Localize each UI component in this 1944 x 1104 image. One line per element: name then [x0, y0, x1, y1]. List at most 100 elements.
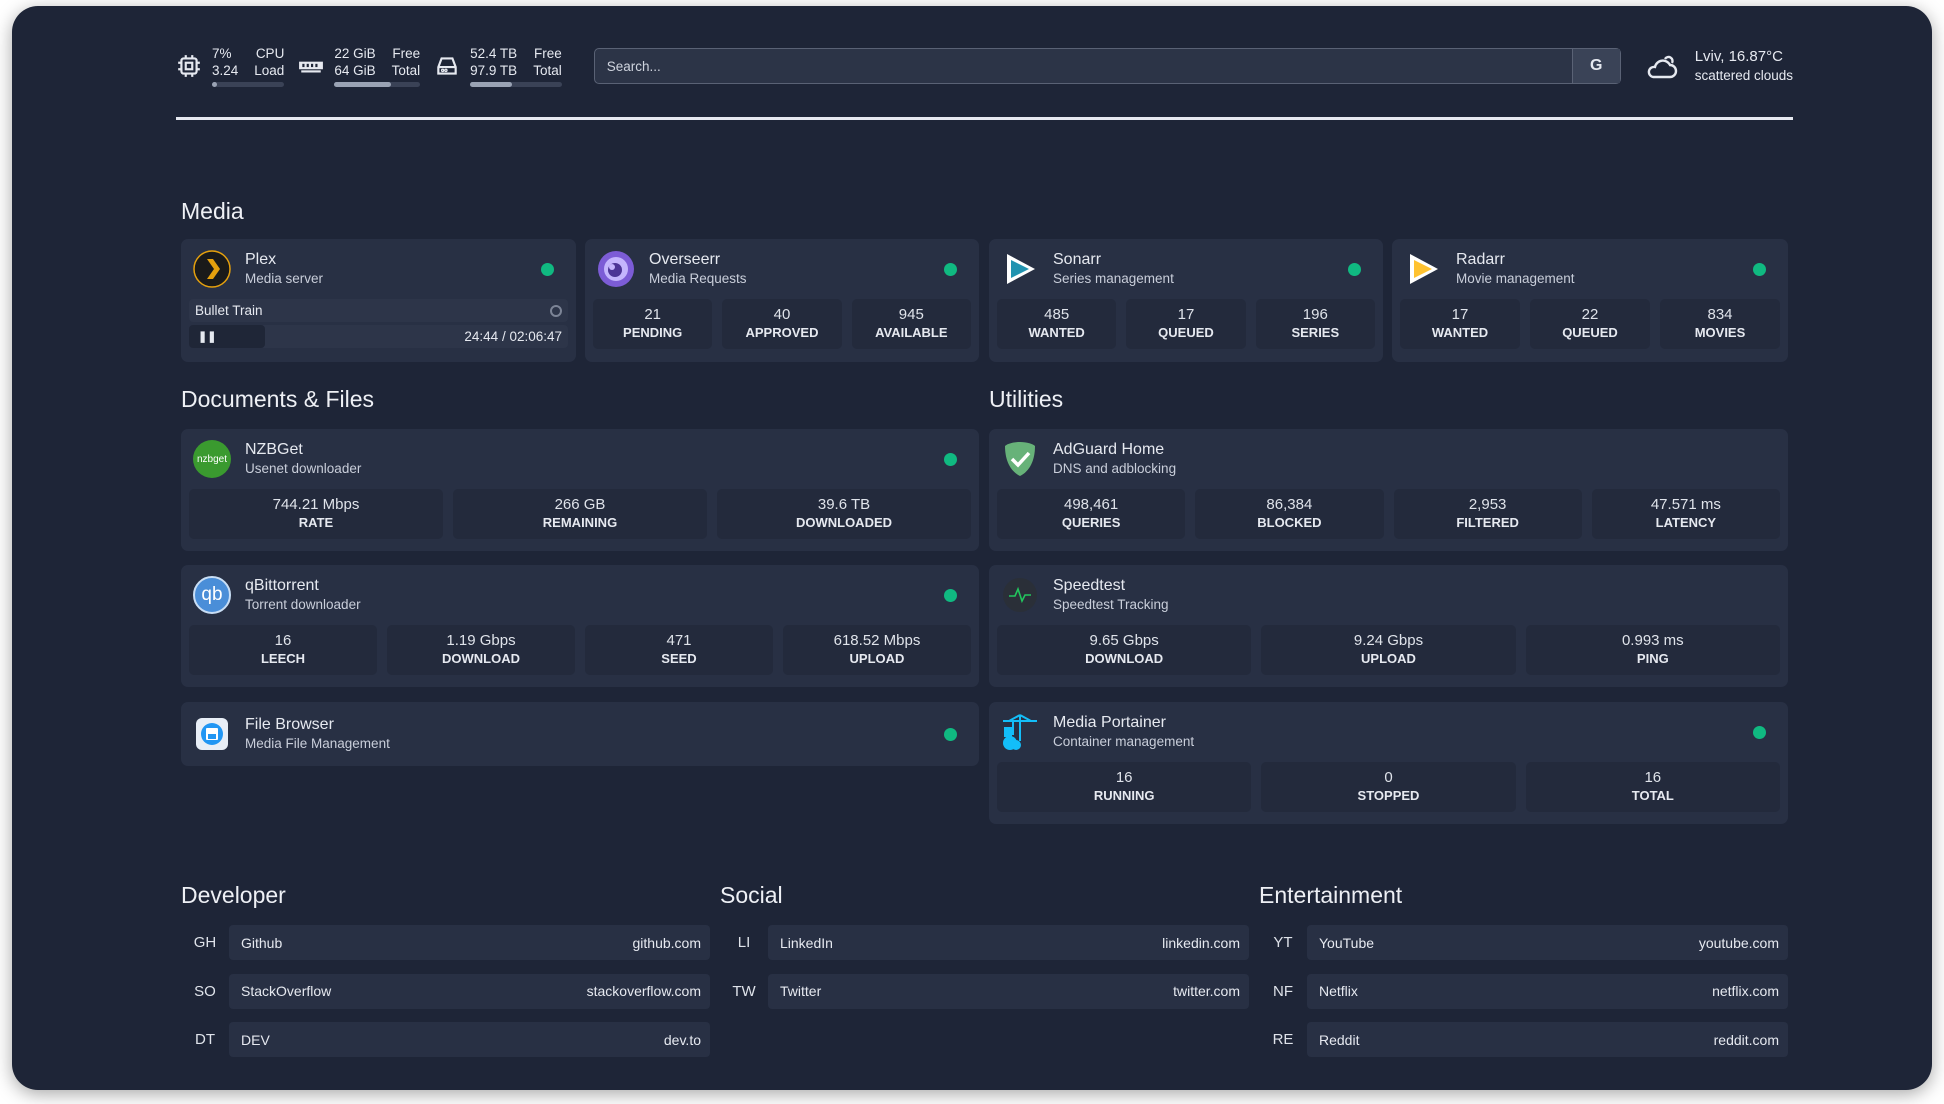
pause-icon[interactable]: ❚❚	[198, 331, 217, 343]
radarr-title: Radarr	[1456, 251, 1505, 268]
bookmark-url: linkedin.com	[1162, 934, 1240, 951]
status-dot	[944, 728, 957, 741]
stat-rate: 744.21 Mbps RATE	[189, 489, 443, 539]
stat-ping: 0.993 ms PING	[1525, 625, 1780, 675]
bookmark-reddit[interactable]: RE Reddit reddit.com	[1259, 1022, 1788, 1057]
speedtest-logo-icon	[1003, 578, 1037, 612]
stat-label: QUEUED	[1562, 325, 1618, 340]
search-engine-button[interactable]: G	[1571, 49, 1620, 83]
filebrowser-card[interactable]: File Browser Media File Management	[181, 702, 979, 766]
bookmark-netflix[interactable]: NF Netflix netflix.com	[1259, 973, 1788, 1009]
section-entertainment: Entertainment	[1259, 882, 1403, 908]
stat-pending: 21 PENDING	[593, 299, 713, 349]
bookmark-link[interactable]: Reddit reddit.com	[1307, 1022, 1788, 1057]
portainer-subtitle: Container management	[1053, 734, 1195, 749]
stat-seed: 471 SEED	[585, 625, 773, 675]
stat-stopped: 0 STOPPED	[1261, 762, 1516, 812]
stat-label: MOVIES	[1694, 325, 1746, 340]
bookmark-link[interactable]: Netflix netflix.com	[1307, 973, 1788, 1009]
disk-total-label: Total	[533, 63, 562, 78]
bookmark-github[interactable]: GH Github github.com	[181, 925, 710, 960]
now-playing: Bullet Train	[189, 299, 568, 322]
stat-value: 0	[1384, 769, 1393, 786]
stat-label: UPLOAD	[849, 651, 905, 666]
stat-latency: 47.571 ms LATENCY	[1591, 489, 1780, 539]
cpu-label: CPU	[255, 46, 285, 61]
bookmark-youtube[interactable]: YT YouTube youtube.com	[1259, 925, 1788, 960]
adguard-subtitle: DNS and adblocking	[1053, 461, 1177, 476]
filebrowser-title: File Browser	[245, 716, 334, 733]
section-documents: Documents & Files	[181, 386, 375, 412]
stat-label: QUERIES	[1061, 515, 1121, 530]
stat-value: 47.571 ms	[1650, 496, 1721, 513]
ram-free: 22 GiB	[334, 46, 376, 61]
stat-queued: 17 QUEUED	[1126, 299, 1246, 349]
speedtest-title: Speedtest	[1053, 577, 1126, 594]
playback-time: 24:44 / 02:06:47	[464, 329, 562, 344]
portainer-card[interactable]: Media Portainer Container management 16 RU…	[989, 702, 1788, 824]
settings-icon[interactable]	[550, 304, 562, 317]
stat-value: 40	[773, 306, 791, 323]
cpu-icon	[178, 55, 200, 77]
bookmark-twitter[interactable]: TW Twitter twitter.com	[720, 973, 1249, 1009]
stat-label: RATE	[298, 515, 334, 530]
section-social: Social	[720, 882, 783, 908]
bookmark-link[interactable]: LinkedIn linkedin.com	[768, 925, 1249, 960]
search-input[interactable]	[594, 58, 1572, 74]
disk-total: 97.9 TB	[470, 63, 518, 78]
stat-label: BLOCKED	[1257, 515, 1322, 530]
stat-value: 17	[1177, 306, 1195, 323]
bookmark-name: Github	[241, 934, 283, 951]
overseerr-logo-icon	[598, 251, 634, 287]
overseerr-subtitle: Media Requests	[649, 271, 747, 286]
plex-card[interactable]: Plex Media server Bullet Train ❚❚ 24:44 /…	[181, 239, 576, 362]
filebrowser-subtitle: Media File Management	[245, 736, 390, 751]
sonarr-subtitle: Series management	[1053, 271, 1174, 286]
stat-value: 39.6 TB	[817, 496, 871, 513]
stat-label: STOPPED	[1357, 788, 1420, 803]
bookmark-name: LinkedIn	[780, 934, 833, 951]
bookmark-dev[interactable]: DT DEV dev.to	[181, 1022, 710, 1057]
bookmark-link[interactable]: DEV dev.to	[229, 1022, 710, 1057]
stat-label: LEECH	[260, 651, 306, 666]
search-box: G	[593, 48, 1621, 84]
adguard-card[interactable]: AdGuard Home DNS and adblocking 498,461 QU…	[989, 429, 1788, 551]
stat-value: 485	[1044, 306, 1070, 323]
stat-value: 9.65 Gbps	[1089, 632, 1159, 649]
stat-value: 945	[898, 306, 924, 323]
bookmark-link[interactable]: Github github.com	[229, 925, 710, 960]
bookmark-link[interactable]: StackOverflow stackoverflow.com	[229, 973, 710, 1009]
qbittorrent-logo-icon: qb	[193, 576, 231, 614]
stat-upload: 9.24 Gbps UPLOAD	[1261, 625, 1516, 675]
stat-download: 1.19 Gbps DOWNLOAD	[387, 625, 575, 675]
radarr-card[interactable]: Radarr Movie management 17 WANTED 22 QUEUED 8…	[1392, 239, 1788, 362]
stat-label: PENDING	[623, 325, 683, 340]
sonarr-card[interactable]: Sonarr Series management 485 WANTED 17 QUEUE…	[989, 239, 1383, 362]
bookmark-abbr: YT	[1273, 934, 1293, 951]
stat-label: RUNNING	[1093, 788, 1155, 803]
bookmark-name: Netflix	[1319, 983, 1358, 999]
overseerr-card[interactable]: Overseerr Media Requests 21 PENDING 40 APPRO…	[585, 239, 979, 362]
section-media: Media	[181, 198, 244, 224]
bookmark-stackoverflow[interactable]: SO StackOverflow stackoverflow.com	[181, 973, 710, 1009]
stat-wanted: 17 WANTED	[1400, 299, 1520, 349]
stat-label: APPROVED	[745, 325, 819, 340]
stat-movies: 834 MOVIES	[1660, 299, 1780, 349]
stat-label: WANTED	[1028, 325, 1085, 340]
now-playing-title: Bullet Train	[195, 303, 263, 318]
bookmark-link[interactable]: Twitter twitter.com	[768, 973, 1249, 1009]
playback-bar[interactable]: ❚❚ 24:44 / 02:06:47	[189, 325, 568, 348]
bookmark-linkedin[interactable]: LI LinkedIn linkedin.com	[720, 925, 1249, 960]
qbittorrent-card[interactable]: qb qBittorrent Torrent downloader 16 LEECH…	[181, 565, 979, 687]
status-dot	[1753, 263, 1766, 276]
speedtest-card[interactable]: Speedtest Speedtest Tracking 9.65 Gbps DOW…	[989, 565, 1788, 687]
memory-icon	[299, 61, 324, 73]
bookmark-url: youtube.com	[1698, 934, 1779, 951]
nzbget-card[interactable]: nzbget NZBGet Usenet downloader 744.21 Mb…	[181, 429, 979, 551]
plex-logo-icon	[193, 250, 231, 288]
stat-label: AVAILABLE	[875, 325, 948, 340]
stat-approved: 40 APPROVED	[722, 299, 842, 349]
stat-queued: 22 QUEUED	[1530, 299, 1650, 349]
bookmark-link[interactable]: YouTube youtube.com	[1307, 925, 1788, 960]
stat-value: 22	[1581, 306, 1599, 323]
